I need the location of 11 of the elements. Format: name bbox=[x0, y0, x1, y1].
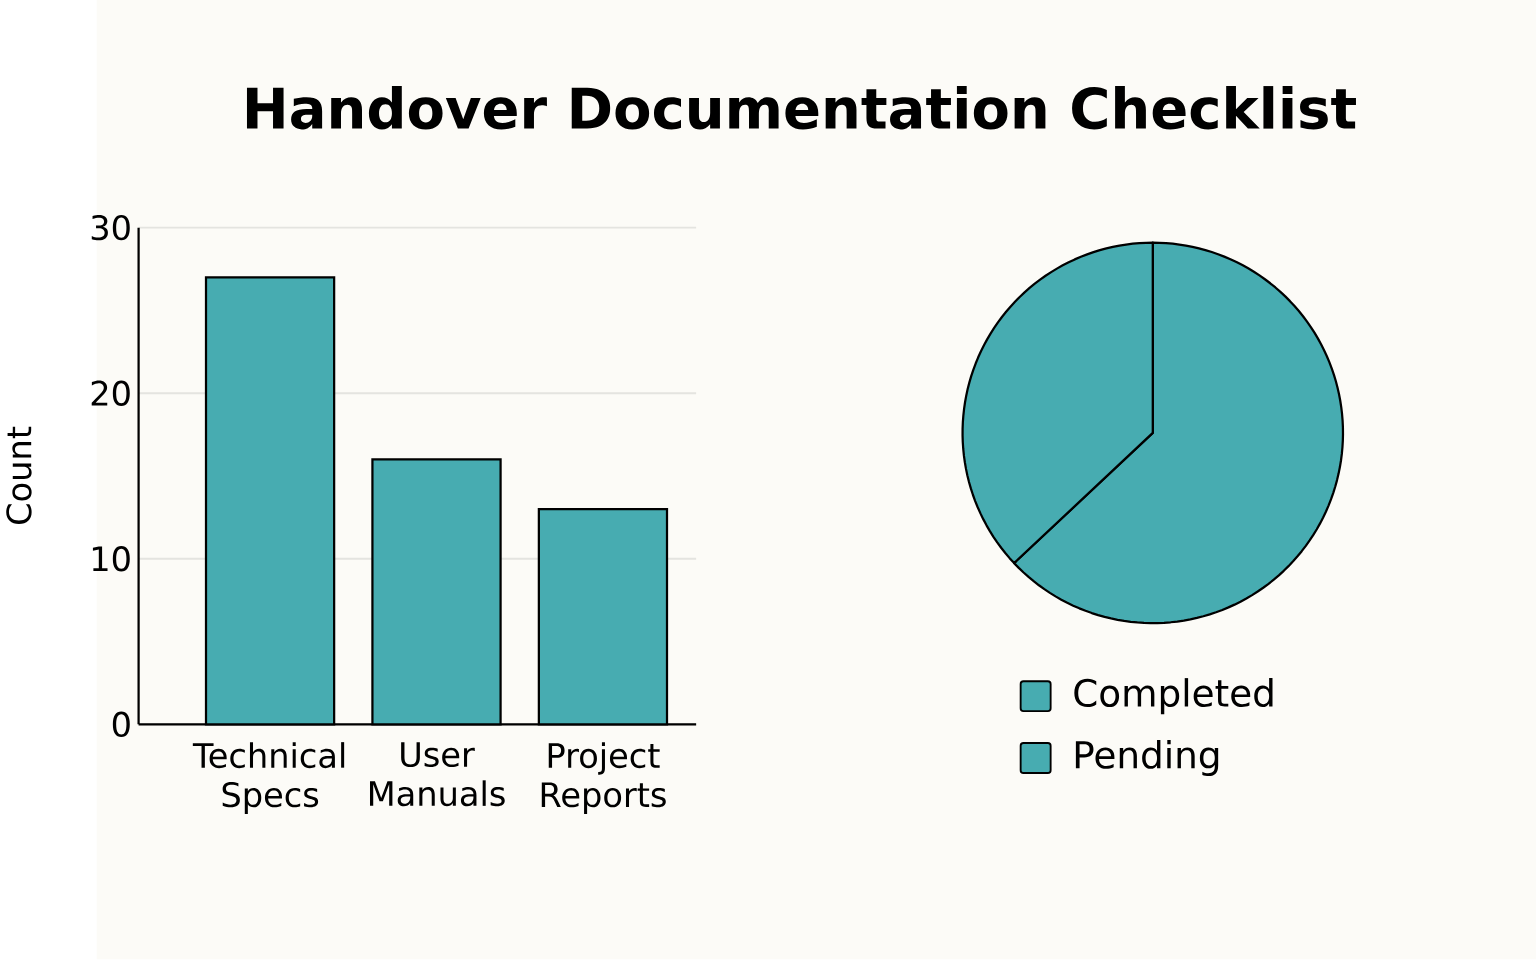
y-tick-label: 0 bbox=[112, 711, 130, 738]
chart-title: Handover Documentation Checklist bbox=[246, 86, 1356, 130]
legend-label: Completed bbox=[1074, 678, 1273, 715]
y-tick-label: 10 bbox=[92, 546, 130, 572]
x-tick-label: Project Reports bbox=[541, 742, 666, 815]
y-tick-label: 30 bbox=[91, 215, 130, 241]
y-tick-label: 20 bbox=[91, 380, 130, 407]
legend-label: Pending bbox=[1075, 740, 1219, 777]
x-tick-label: User Manuals bbox=[370, 742, 505, 807]
y-axis-title: Count bbox=[6, 427, 32, 525]
x-tick-label: Technical Specs bbox=[192, 742, 345, 815]
